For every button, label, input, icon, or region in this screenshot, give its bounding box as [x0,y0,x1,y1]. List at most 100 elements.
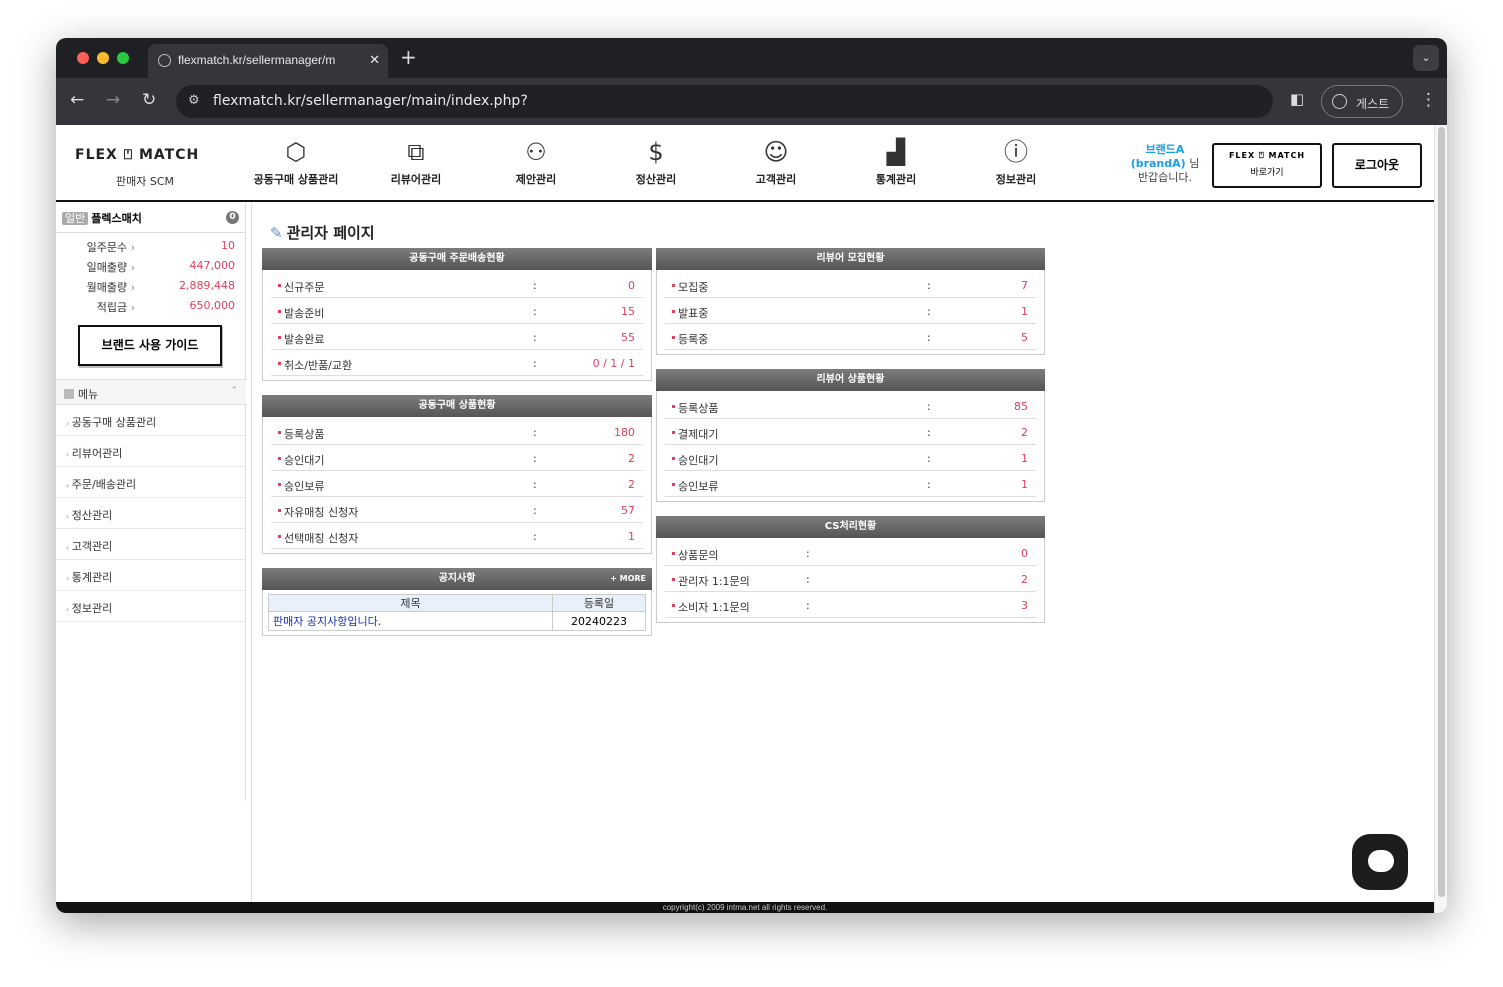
address-bar[interactable]: ⚙ flexmatch.kr/sellermanager/main/index.p… [176,85,1273,118]
status-row[interactable]: 등록상품: 180 [271,419,643,445]
page: FLEX ⍞ MATCH 판매자 SCM ⬡ 공동구매 상품관리 ⧉ 리뷰어관리 ⚇ 제안… [56,125,1434,913]
nav-item[interactable]: ⧉ 리뷰어관리 [356,135,476,187]
back-button[interactable]: ← [70,90,85,110]
chat-button[interactable] [1352,834,1408,890]
nav-item[interactable]: ⓘ 정보관리 [956,135,1076,187]
sidebar-menu-item[interactable]: › 공동구매 상품관리 [56,405,246,436]
close-tab-icon[interactable]: ✕ [369,52,380,67]
status-row[interactable]: 취소/반품/교환: 0 / 1 / 1 [271,350,643,376]
nav-item[interactable]: ▟ 통계관리 [836,135,956,187]
browser-tab[interactable]: flexmatch.kr/sellermanager/m ✕ [148,44,388,78]
bullet-icon: › [66,512,72,521]
status-row[interactable]: 승인대기: 1 [665,445,1036,471]
minimize-window-button[interactable] [97,52,109,64]
chevron-right-icon: › [130,261,135,274]
close-window-button[interactable] [77,52,89,64]
status-row[interactable]: 승인보류: 1 [665,471,1036,497]
panel-title: 리뷰어 상품현황 [656,369,1045,391]
bullet-icon [672,578,675,581]
row-label: 승인대기 [284,454,325,467]
status-row[interactable]: 등록상품: 85 [665,393,1036,419]
status-row[interactable]: 발표중: 1 [665,298,1036,324]
row-value: 0 [1021,547,1028,560]
tab-search-button[interactable]: ⌄ [1413,45,1439,71]
menu-label: 주문/배송관리 [71,478,137,491]
sidebar-menu-item[interactable]: › 통계관리 [56,560,246,591]
stat-row[interactable]: 일주문수 › 10 [56,235,245,255]
status-row[interactable]: 상품문의: 0 [665,540,1036,566]
brand-guide-button[interactable]: 브랜드 사용 가이드 [78,325,222,366]
profile-button[interactable]: 게스트 [1321,85,1403,118]
bullet-icon [672,336,675,339]
row-value: 85 [1014,400,1028,413]
reload-button[interactable]: ↻ [142,90,157,110]
status-row[interactable]: 관리자 1:1문의: 2 [665,566,1036,592]
status-row[interactable]: 모집중: 7 [665,272,1036,298]
sidebar-menu-item[interactable]: › 주문/배송관리 [56,467,246,498]
status-row[interactable]: 등록중: 5 [665,324,1036,350]
logout-button[interactable]: 로그아웃 [1332,143,1422,188]
sidebar-menu-item[interactable]: › 정보관리 [56,591,246,622]
status-row[interactable]: 승인대기: 2 [271,445,643,471]
table-row[interactable]: 판매자 공지사항입니다. 20240223 [268,611,646,631]
site-settings-icon[interactable]: ⚙ [188,93,200,108]
status-row[interactable]: 자유매칭 신청자: 57 [271,497,643,523]
row-value: 15 [621,305,635,318]
column-date: 등록일 [552,594,646,612]
chart-icon: ▟ [886,138,906,166]
notification-count[interactable]: 0 [226,211,239,224]
status-row[interactable]: 선택매칭 신청자: 1 [271,523,643,549]
menu-icon[interactable]: ⋮ [1420,90,1437,110]
scrollbar-thumb[interactable] [1438,127,1445,897]
colon: : [533,357,537,370]
tab-title: flexmatch.kr/sellermanager/m [178,53,336,67]
stat-row[interactable]: 적립금 › 650,000 [56,295,245,315]
status-row[interactable]: 발송준비: 15 [271,298,643,324]
stat-row[interactable]: 일매출량 › 447,000 [56,255,245,275]
row-value: 3 [1021,599,1028,612]
bullet-icon [278,336,281,339]
nav-item[interactable]: ⚇ 제안관리 [476,135,596,187]
status-row[interactable]: 승인보류: 2 [271,471,643,497]
bullet-icon [672,457,675,460]
new-tab-button[interactable]: + [400,45,417,69]
status-row[interactable]: 발송완료: 55 [271,324,643,350]
status-row[interactable]: 신규주문: 0 [271,272,643,298]
nav-item[interactable]: $ 정산관리 [596,135,716,187]
notice-title-link[interactable]: 판매자 공지사항입니다. [268,611,553,631]
status-row[interactable]: 결제대기: 2 [665,419,1036,445]
row-label: 자유매칭 신청자 [284,506,359,519]
stat-label: 일매출량 [86,261,128,274]
row-value: 57 [621,504,635,517]
sidebar-menu-item[interactable]: › 정산관리 [56,498,246,529]
flexmatch-logo[interactable]: FLEX ⍞ MATCH [75,147,200,163]
maximize-window-button[interactable] [117,52,129,64]
menu-label: 정보관리 [71,602,113,615]
more-link[interactable]: + MORE [610,574,646,583]
profile-label: 게스트 [1356,97,1390,111]
sidebar-menu-item[interactable]: › 리뷰어관리 [56,436,246,467]
menu-label: 리뷰어관리 [71,447,123,460]
footer: copyright(c) 2009 intma.net all rights r… [56,902,1434,913]
menu-header[interactable]: 메뉴 ⌃ [56,379,246,405]
flexmatch-shortcut-button[interactable]: FLEX ⍞ MATCH 바로가기 [1212,143,1322,188]
vertical-scrollbar[interactable] [1434,125,1447,913]
bullet-icon [672,284,675,287]
stat-row[interactable]: 월매출량 › 2,889,448 [56,275,245,295]
colon: : [927,452,931,465]
status-row[interactable]: 소비자 1:1문의: 3 [665,592,1036,618]
forward-button[interactable]: → [106,90,121,110]
profile-icon [1332,94,1347,109]
row-value: 1 [1021,452,1028,465]
row-value: 2 [628,478,635,491]
collapse-icon[interactable]: ⌃ [230,386,238,396]
menu-label: 정산관리 [71,509,113,522]
nav-item[interactable]: ☺ 고객관리 [716,135,836,187]
colon: : [927,478,931,491]
colon: : [533,530,537,543]
nav-item[interactable]: ⬡ 공동구매 상품관리 [236,135,356,187]
side-panel-icon[interactable]: ◧ [1290,90,1305,108]
row-value: 0 / 1 / 1 [592,357,635,370]
sidebar-menu-item[interactable]: › 고객관리 [56,529,246,560]
colon: : [806,547,810,560]
